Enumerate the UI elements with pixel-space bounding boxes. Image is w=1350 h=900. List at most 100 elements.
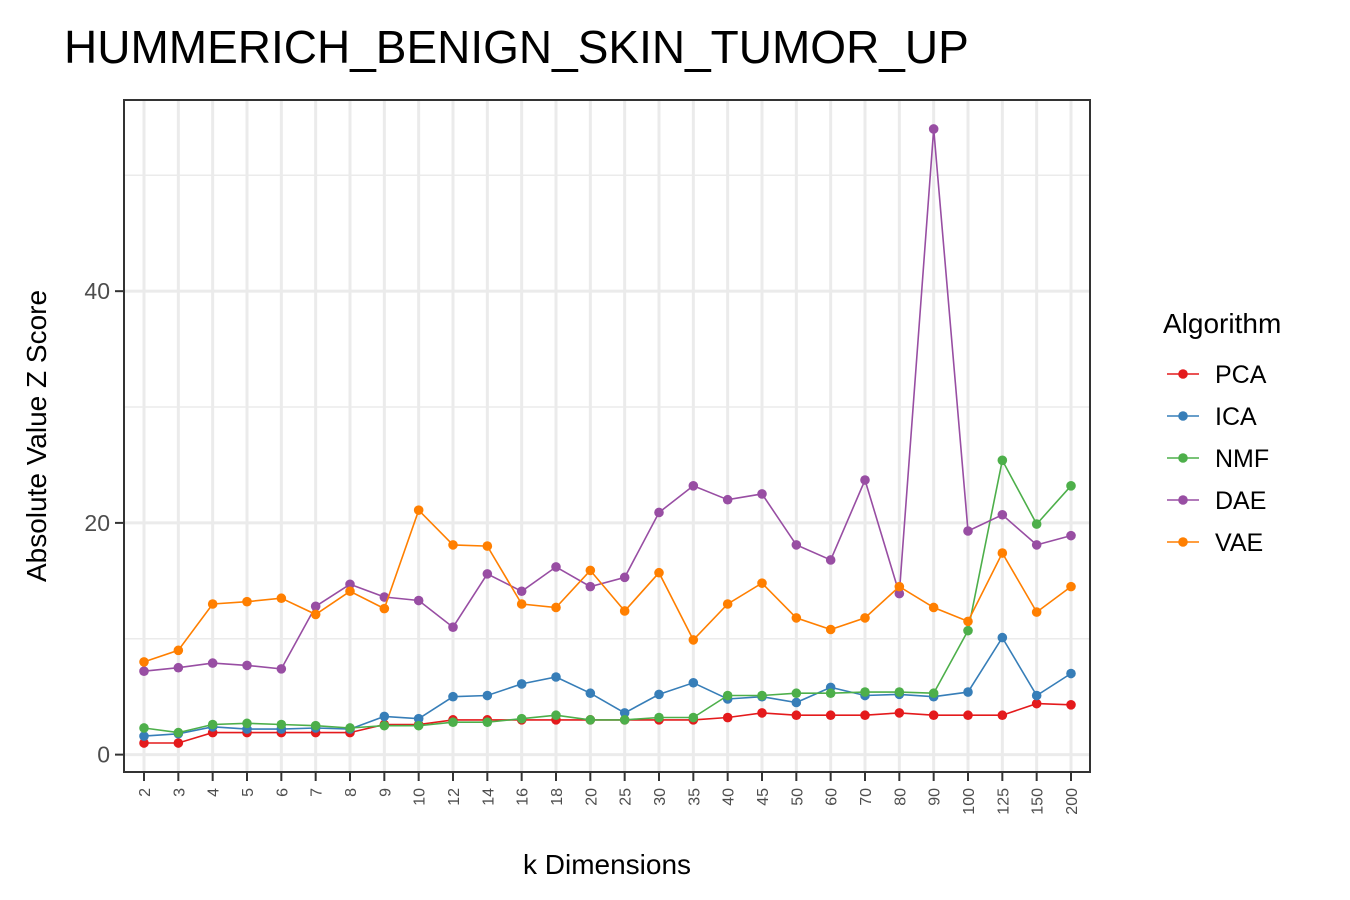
data-point (516, 679, 527, 689)
data-point (310, 720, 321, 731)
data-point (791, 697, 802, 708)
y-tick-label: 40 (84, 278, 110, 304)
data-point (928, 688, 939, 699)
data-point (1031, 607, 1042, 617)
x-tick-label: 16 (515, 788, 532, 806)
data-point (928, 710, 939, 721)
data-point (310, 601, 321, 612)
data-point (619, 606, 630, 616)
data-point (928, 602, 939, 613)
data-point (173, 645, 184, 656)
legend-key-point (1178, 411, 1188, 421)
data-point (242, 660, 252, 671)
data-point (207, 599, 218, 609)
data-point (139, 666, 149, 676)
data-point (482, 690, 493, 701)
data-point (688, 635, 699, 645)
legend-key-point (1178, 537, 1188, 547)
data-point (654, 567, 664, 578)
data-point (448, 540, 458, 550)
data-point (825, 688, 836, 699)
x-tick-label: 12 (446, 788, 463, 806)
legend-item-nmf: NMF (1167, 445, 1269, 473)
x-tick-label: 80 (892, 788, 909, 806)
series-line (143, 457, 1072, 734)
data-point (1066, 481, 1076, 491)
legend-label: ICA (1215, 403, 1257, 431)
data-point (997, 548, 1008, 558)
data-point (757, 690, 767, 701)
data-point (1031, 698, 1042, 709)
data-point (997, 710, 1008, 721)
x-tick-label: 30 (652, 788, 669, 806)
data-point (894, 708, 905, 718)
data-point (997, 509, 1008, 520)
data-point (619, 715, 630, 725)
data-point (997, 455, 1008, 466)
data-point (654, 507, 664, 518)
x-tick-label: 10 (412, 788, 429, 806)
x-tick-label: 150 (1030, 788, 1047, 815)
data-point (722, 690, 733, 701)
data-point (894, 588, 905, 599)
data-point (139, 731, 149, 741)
series-dae (139, 124, 1076, 676)
data-point (860, 475, 870, 485)
x-tick-label: 40 (721, 788, 738, 806)
data-point (413, 505, 424, 515)
x-axis-title: k Dimensions (523, 849, 691, 880)
x-tick-label: 35 (686, 788, 703, 806)
data-point (551, 710, 561, 721)
data-point (894, 581, 905, 592)
legend-label: NMF (1215, 445, 1269, 473)
series-vae (139, 505, 1076, 667)
data-point (551, 562, 561, 572)
x-tick-label: 200 (1064, 788, 1081, 815)
data-point (1066, 581, 1076, 592)
data-point (722, 712, 733, 723)
data-point (1031, 690, 1042, 701)
data-point (379, 603, 390, 614)
legend-key-point (1178, 453, 1188, 463)
chart-title: HUMMERICH_BENIGN_SKIN_TUMOR_UP (64, 21, 969, 73)
x-tick-label: 6 (274, 788, 291, 797)
data-point (860, 710, 870, 721)
data-point (963, 710, 973, 721)
data-point (619, 572, 630, 583)
data-point (860, 687, 870, 697)
series-line (143, 636, 1072, 737)
data-point (448, 717, 458, 727)
legend-key-point (1178, 369, 1188, 379)
data-point (173, 662, 184, 673)
data-point (757, 578, 767, 588)
x-tick-label: 100 (961, 788, 978, 815)
data-point (585, 715, 596, 725)
data-point (688, 677, 699, 688)
data-point (1066, 668, 1076, 679)
data-point (482, 717, 493, 727)
x-tick-label: 90 (927, 788, 944, 806)
data-point (139, 657, 149, 667)
data-point (516, 599, 527, 609)
data-point (688, 481, 699, 491)
data-point (448, 691, 458, 702)
data-point (448, 622, 458, 632)
x-tick-label: 9 (377, 788, 394, 797)
series-line (143, 508, 1072, 663)
data-point (139, 738, 149, 748)
data-point (894, 687, 905, 697)
data-point (413, 713, 424, 724)
data-point (379, 720, 390, 731)
data-point (276, 719, 287, 730)
data-point (516, 713, 527, 724)
data-point (825, 624, 836, 635)
data-point (654, 712, 664, 723)
y-tick-label: 0 (97, 742, 110, 768)
data-point (551, 672, 561, 682)
x-tick-label: 18 (549, 788, 566, 806)
legend-label: PCA (1215, 361, 1267, 389)
data-point (207, 658, 218, 668)
data-point (791, 688, 802, 699)
y-axis-title: Absolute Value Z Score (21, 290, 52, 582)
